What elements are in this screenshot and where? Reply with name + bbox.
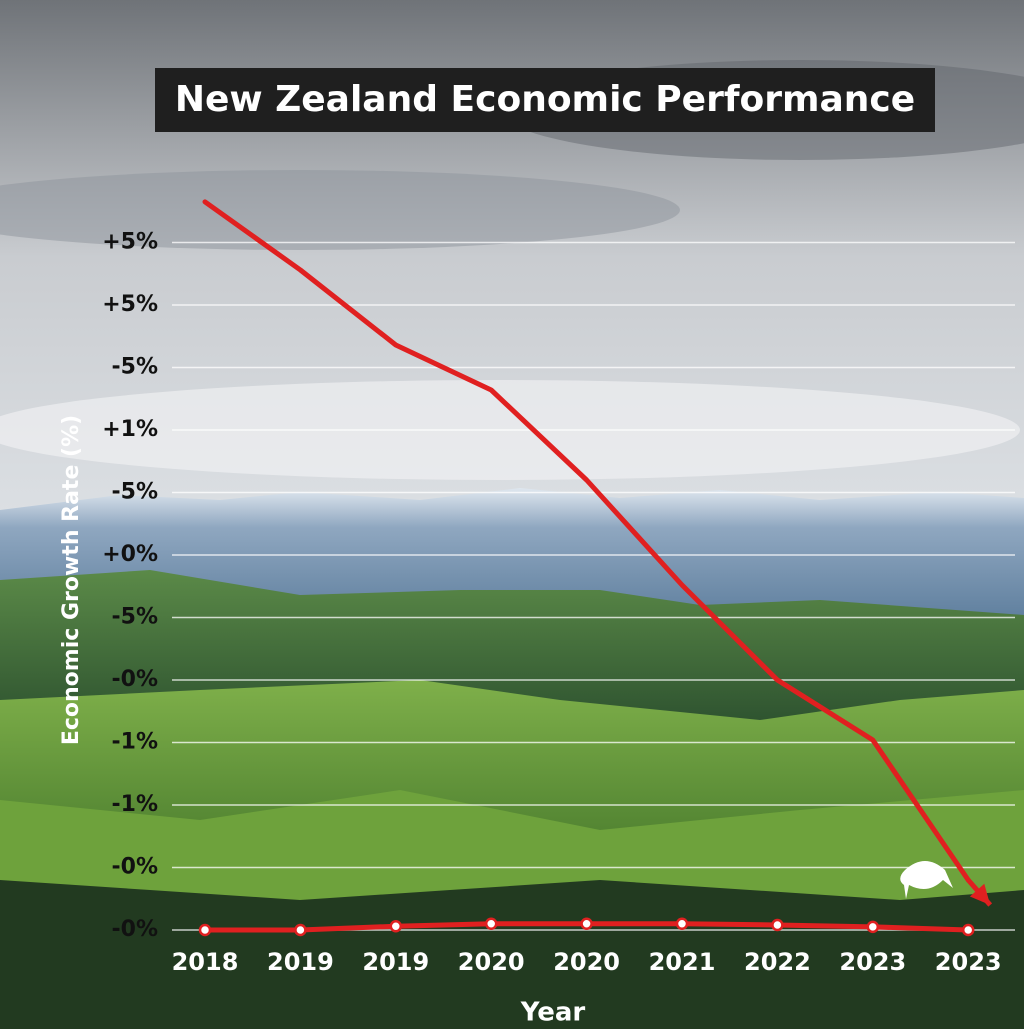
y-tick-label: +5% (102, 230, 158, 255)
x-tick-label: 2019 (362, 948, 429, 976)
x-tick-label: 2023 (935, 948, 1002, 976)
y-tick-label: -0% (112, 667, 158, 692)
y-tick-label: -1% (112, 730, 158, 755)
y-tick-label: +5% (102, 292, 158, 317)
line (202, 199, 971, 883)
y-tick-label: -5% (112, 480, 158, 505)
chart-title: New Zealand Economic Performance (175, 79, 915, 120)
y-tick-label: +1% (102, 417, 158, 442)
title-box (155, 68, 935, 132)
y-tick-label: -5% (112, 605, 158, 630)
point (675, 917, 689, 930)
point (771, 918, 784, 932)
x-tick-label: 2021 (649, 948, 716, 976)
x-tick-label: 2020 (458, 948, 525, 976)
x-tick-label: 2022 (744, 948, 811, 976)
x-tick-label: 2019 (267, 948, 334, 976)
point (580, 917, 593, 930)
arrow-head (969, 883, 991, 905)
point (389, 920, 403, 933)
y-axis-label: Economic Growth Rate (%) (59, 415, 84, 745)
x-tick-label: 2018 (172, 948, 239, 976)
x-tick-label: 2020 (553, 948, 620, 976)
y-tick-label: -1% (112, 792, 158, 817)
kiwi-icon (900, 861, 953, 899)
point (198, 923, 212, 937)
y-tick-label: +0% (102, 542, 158, 567)
point (484, 917, 498, 930)
point (866, 920, 880, 934)
point (961, 923, 975, 937)
x-tick-label: 2023 (839, 948, 906, 976)
x-axis-label: Year (520, 998, 586, 1028)
y-tick-label: -5% (112, 355, 158, 380)
point (294, 923, 307, 937)
y-tick-label: -0% (112, 855, 158, 880)
y-tick-label: -0% (112, 917, 158, 942)
